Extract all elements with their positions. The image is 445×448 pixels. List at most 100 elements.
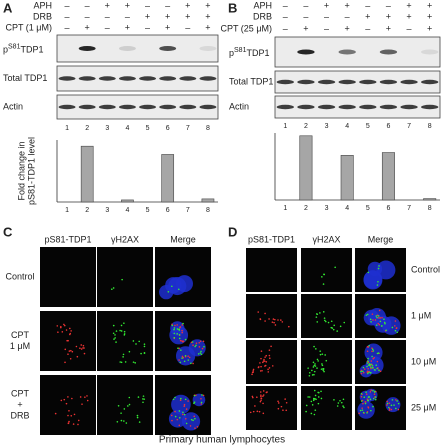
- focus: [195, 344, 197, 347]
- focus: [251, 373, 253, 376]
- focus: [367, 367, 369, 370]
- treatment-sign: –: [324, 23, 329, 33]
- focus: [193, 394, 196, 397]
- focus: [362, 370, 364, 373]
- lane-number: 6: [386, 123, 390, 130]
- focus: [313, 373, 315, 376]
- focus: [182, 322, 184, 325]
- focus: [111, 288, 113, 290]
- treatment-label: CPT (1 μM): [5, 22, 52, 32]
- blot-band: [297, 49, 315, 55]
- treatment-sign: +: [427, 23, 432, 33]
- focus: [374, 396, 377, 398]
- focus: [56, 325, 59, 327]
- blot-label-prefix: p: [3, 45, 8, 55]
- focus: [371, 347, 373, 349]
- blot-band: [317, 79, 336, 85]
- micrograph: [246, 340, 297, 384]
- focus: [185, 408, 188, 410]
- micrograph: [97, 247, 153, 307]
- focus: [184, 398, 187, 401]
- focus: [317, 360, 319, 362]
- x-tick-label: 8: [428, 205, 432, 212]
- focus: [371, 365, 374, 367]
- focus: [257, 366, 260, 368]
- focus: [379, 370, 382, 373]
- focus: [360, 370, 362, 373]
- blot: [274, 70, 441, 94]
- focus: [251, 371, 254, 374]
- blot-band: [400, 104, 418, 110]
- focus: [260, 357, 262, 360]
- focus: [57, 331, 59, 333]
- focus: [184, 417, 187, 420]
- focus: [180, 397, 182, 400]
- treatment-sign: +: [185, 11, 190, 21]
- treatment-sign: +: [165, 22, 170, 32]
- focus: [285, 401, 288, 404]
- focus: [372, 397, 375, 400]
- treatment-sign: –: [125, 11, 130, 21]
- blot-band: [379, 79, 398, 85]
- focus: [362, 402, 364, 405]
- x-tick-label: 3: [105, 207, 109, 214]
- treatment-sign: –: [407, 23, 412, 33]
- treatment-label: CPT (25 μM): [220, 23, 272, 33]
- treatment-sign: +: [365, 11, 370, 21]
- treatment-sign: +: [185, 0, 190, 10]
- focus: [173, 328, 175, 331]
- treatment-sign: +: [165, 11, 170, 21]
- focus: [183, 403, 186, 406]
- focus: [193, 402, 195, 405]
- focus: [331, 327, 334, 329]
- focus: [174, 396, 176, 399]
- focus: [343, 406, 345, 409]
- focus: [178, 424, 181, 427]
- focus: [390, 404, 393, 407]
- focus: [288, 325, 290, 328]
- focus: [342, 398, 345, 401]
- blot-band: [118, 104, 136, 110]
- focus: [361, 409, 364, 411]
- focus: [201, 347, 204, 350]
- focus: [254, 405, 256, 407]
- treatment-sign: –: [283, 11, 288, 21]
- y-axis-label: pS81-TDP1 level: [26, 137, 36, 205]
- lane-number: 6: [166, 125, 170, 132]
- focus: [393, 404, 395, 406]
- focus: [369, 391, 372, 393]
- focus: [316, 367, 318, 369]
- focus: [181, 355, 184, 358]
- row-label: Control: [411, 264, 440, 274]
- focus: [311, 404, 314, 406]
- focus: [339, 400, 341, 402]
- focus: [180, 349, 182, 351]
- focus: [314, 365, 317, 367]
- focus: [327, 321, 330, 324]
- focus: [373, 356, 376, 359]
- blot-band: [359, 104, 377, 110]
- row-label: 25 μM: [411, 402, 436, 412]
- focus: [265, 361, 268, 363]
- focus: [200, 397, 202, 400]
- focus: [377, 322, 379, 325]
- blot-band: [58, 104, 76, 110]
- blot-band: [317, 104, 336, 110]
- focus: [388, 406, 390, 409]
- focus: [252, 396, 254, 399]
- blot-label: Total TDP1: [3, 73, 47, 83]
- focus: [184, 354, 187, 357]
- focus: [271, 365, 274, 367]
- x-tick-label: 1: [283, 205, 287, 212]
- blot-band: [159, 76, 177, 81]
- focus: [367, 399, 369, 402]
- focus: [260, 395, 262, 398]
- focus: [121, 278, 123, 281]
- blot-band: [297, 79, 315, 85]
- focus: [259, 318, 262, 321]
- treatment-sign: +: [324, 0, 329, 10]
- focus: [136, 416, 139, 419]
- focus: [274, 324, 277, 326]
- focus: [313, 413, 316, 416]
- focus: [128, 396, 131, 399]
